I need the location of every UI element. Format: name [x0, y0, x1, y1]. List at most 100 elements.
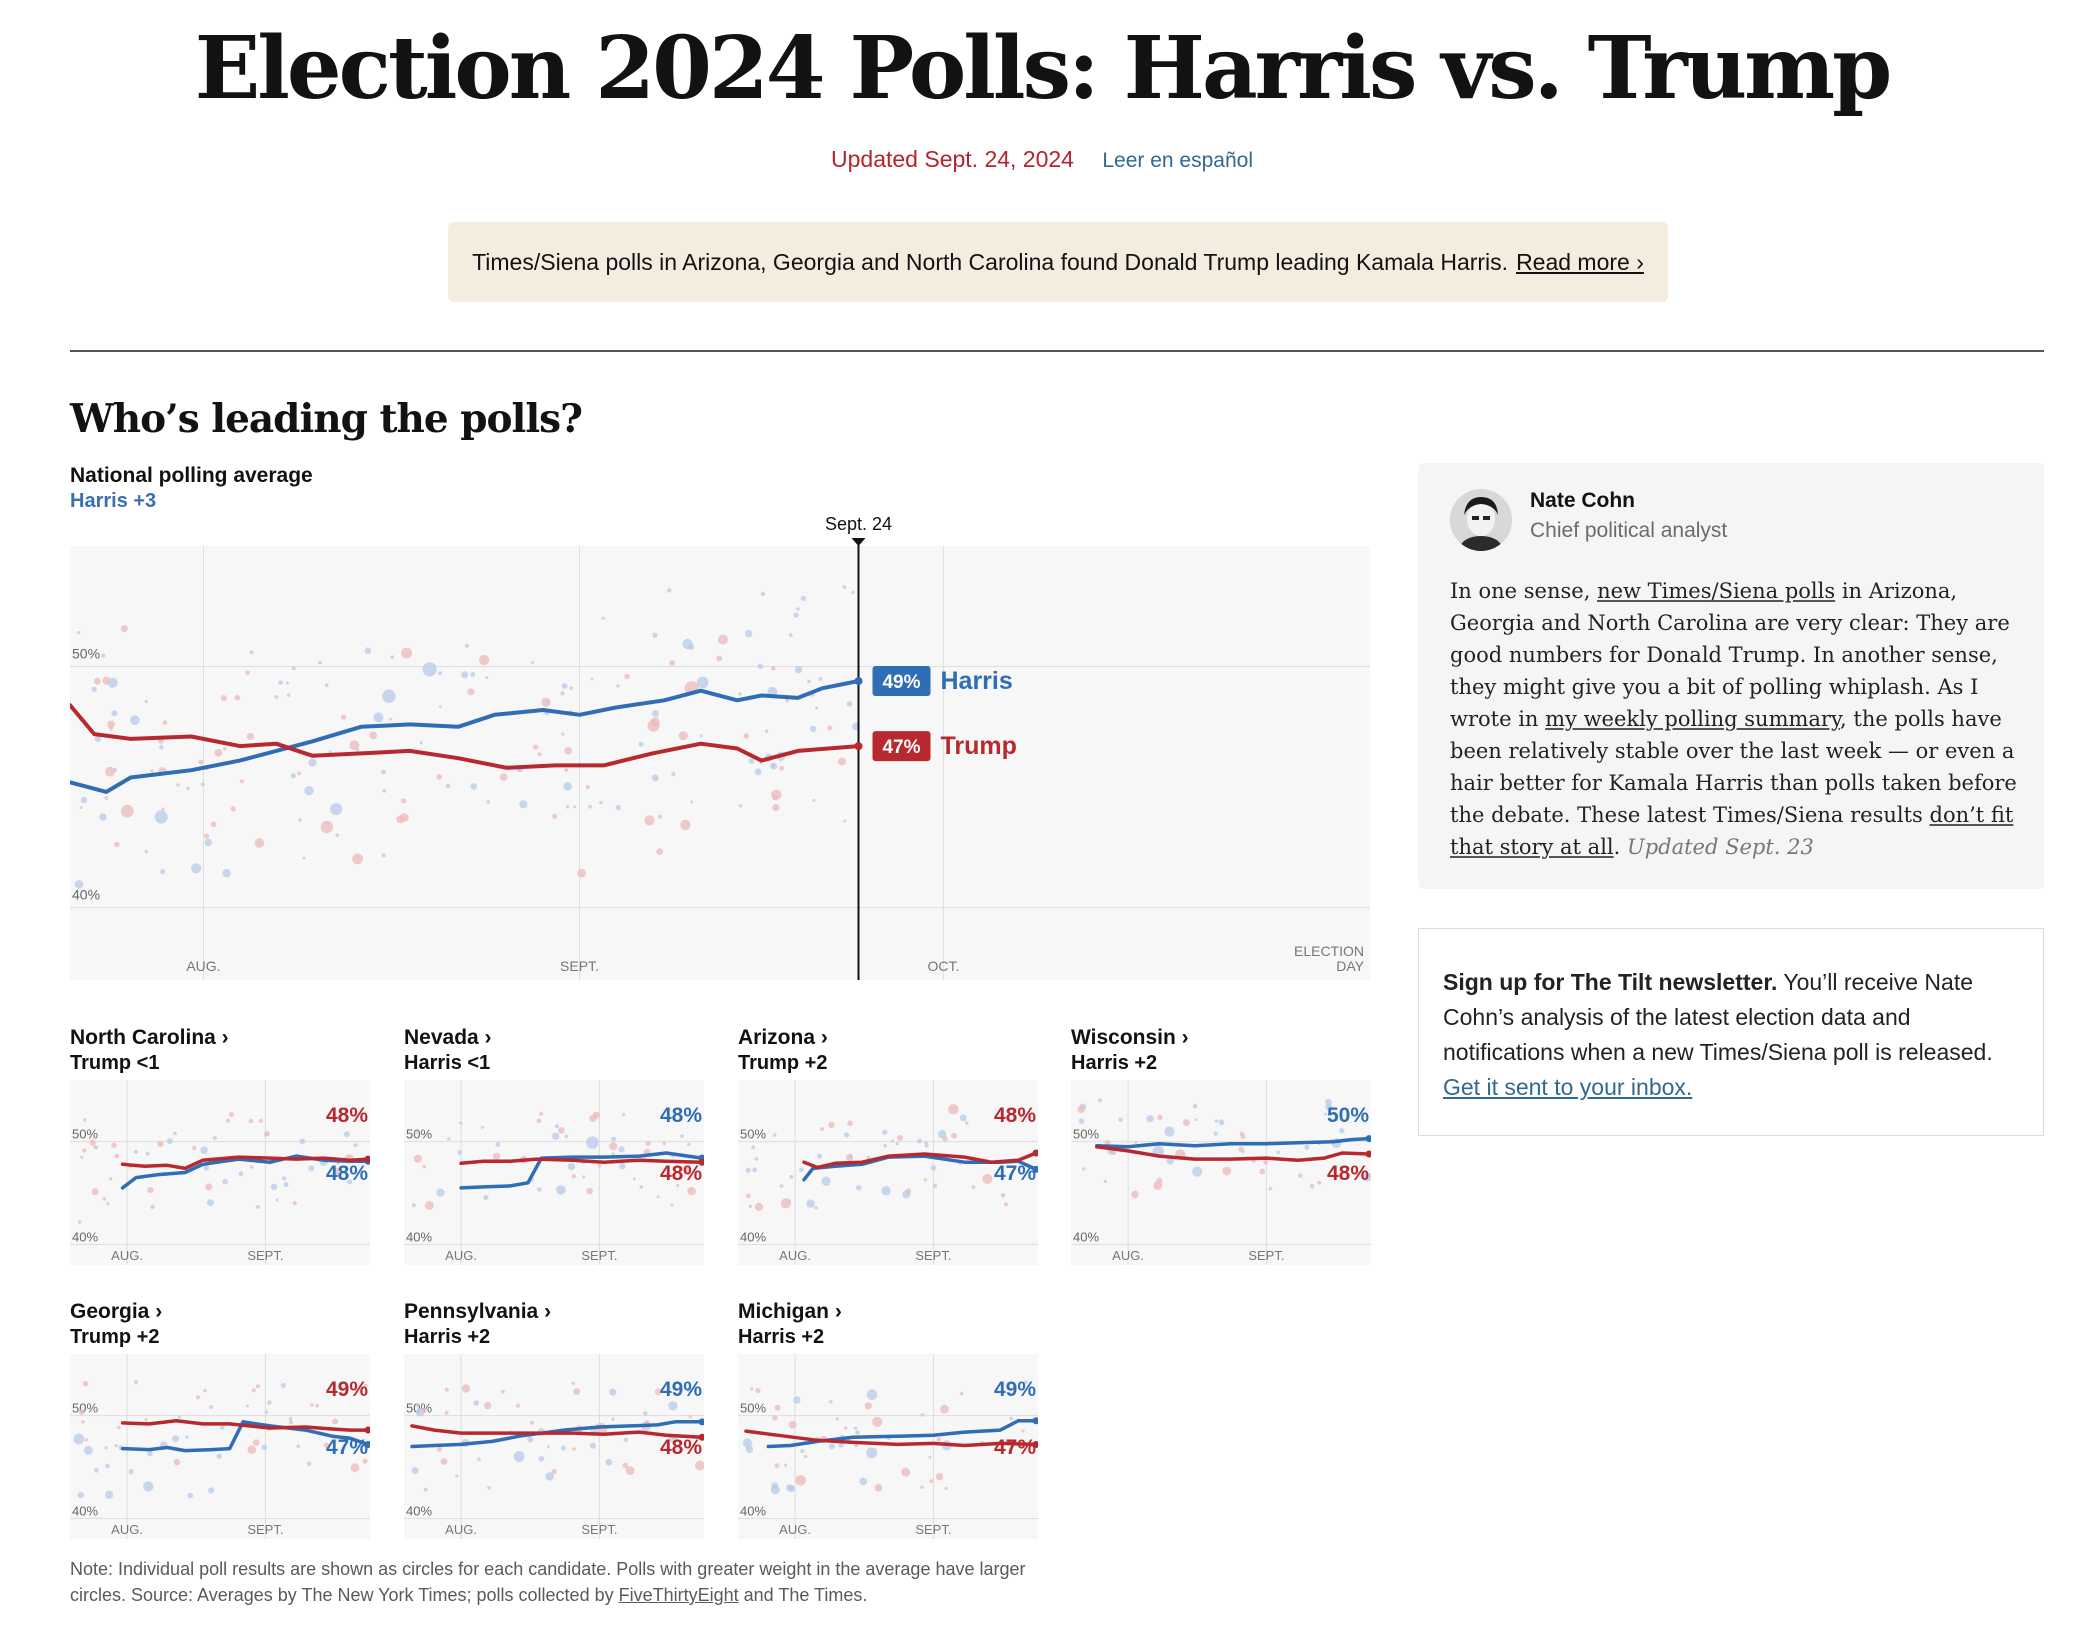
poll-dot: [785, 698, 789, 703]
state-name[interactable]: Nevada ›: [404, 1026, 492, 1049]
state-name[interactable]: North Carolina ›: [70, 1026, 229, 1049]
harris-value-badge: [872, 666, 931, 697]
poll-dot: [616, 684, 620, 688]
poll-dot: [455, 1474, 459, 1478]
poll-dot: [364, 1383, 368, 1388]
state-lead: Harris +2: [1071, 1052, 1158, 1074]
harris-value-label: 48%: [326, 1162, 368, 1185]
poll-dot: [556, 1185, 566, 1195]
poll-dot: [529, 1420, 534, 1425]
spanish-link[interactable]: Leer en español: [1102, 149, 1253, 172]
poll-dot: [144, 699, 148, 704]
poll-dot: [929, 1479, 934, 1484]
poll-dot: [160, 869, 166, 875]
poll-dot: [1157, 1114, 1163, 1120]
poll-dot: [332, 1167, 340, 1175]
announcement-banner: Times/Siena polls in Arizona, Georgia an…: [448, 222, 1668, 302]
state-card-nevada[interactable]: Nevada › Harris <1 50% 40% AUG. SEPT. 48% 48%: [404, 1026, 704, 1265]
poll-dot: [565, 805, 570, 809]
poll-dot: [203, 833, 210, 839]
trump-end-dot: [854, 742, 863, 751]
state-name[interactable]: Arizona ›: [738, 1026, 828, 1049]
poll-dot: [513, 1451, 525, 1462]
state-name[interactable]: Michigan ›: [738, 1300, 842, 1323]
trump-average-line: [120, 1155, 370, 1171]
state-card-georgia[interactable]: Georgia › Trump +2 50% 40% AUG. SEPT. 47% 49%: [70, 1300, 370, 1539]
state-card-wisconsin[interactable]: Wisconsin › Harris +2 50% 40% AUG. SEPT. 50%…: [1071, 1026, 1371, 1265]
poll-dot: [1213, 1131, 1218, 1136]
story-link[interactable]: don’t fit that story at all: [1450, 803, 2014, 859]
poll-dot: [866, 1389, 878, 1401]
poll-dot: [1317, 1180, 1322, 1185]
poll-dot: [200, 782, 205, 787]
pennsylvania-chart: 50%40%AUG. SEPT.49%48%: [404, 1354, 704, 1539]
poll-dot: [437, 1446, 442, 1452]
read-more-link[interactable]: Read more ›: [1516, 248, 1644, 275]
today-marker-triangle: [851, 538, 866, 546]
poll-dot: [93, 1145, 97, 1149]
poll-dot: [364, 647, 372, 654]
poll-dot: [144, 849, 149, 854]
person-icon: [1450, 489, 1512, 551]
chart-note: Note: Individual poll results are shown …: [70, 1556, 1080, 1608]
poll-dot: [79, 806, 83, 810]
poll-dot: [128, 1468, 134, 1475]
harris-end-dot: [364, 1440, 370, 1448]
poll-dot: [564, 746, 573, 755]
poll-dot: [793, 1396, 801, 1404]
state-card-north-carolina[interactable]: North Carolina › Trump <1 50% 40% AUG. SEPT…: [70, 1026, 370, 1265]
newsletter-signup-link[interactable]: Get it sent to your inbox.: [1443, 1074, 1693, 1100]
state-name[interactable]: Georgia ›: [70, 1300, 163, 1323]
poll-dot: [1298, 1173, 1303, 1178]
trump-end-dot: [1032, 1149, 1038, 1157]
state-name[interactable]: Pennsylvania ›: [404, 1300, 552, 1323]
poll-dot: [388, 717, 393, 721]
poll-dot: [749, 1387, 754, 1391]
state-card-michigan[interactable]: Michigan › Harris +2 50% 40% AUG. SEPT. 49% 4…: [738, 1300, 1038, 1539]
poll-dot: [349, 740, 360, 751]
poll-dot: [320, 820, 334, 834]
poll-dot: [859, 1477, 868, 1486]
poll-dot: [210, 821, 217, 828]
poll-dot: [226, 1118, 231, 1123]
poll-dot: [800, 595, 807, 602]
state-card-arizona[interactable]: Arizona › Trump +2 50% 40% AUG. SEPT. 47% 48%: [738, 1026, 1038, 1265]
poll-dot: [461, 671, 469, 679]
weekly-summary-link[interactable]: my weekly polling summary: [1545, 707, 1841, 731]
poll-dot: [187, 1492, 194, 1499]
state-name[interactable]: Wisconsin ›: [1071, 1026, 1189, 1049]
poll-dot: [400, 798, 407, 804]
poll-dot: [623, 1437, 629, 1443]
fivethirtyeight-link[interactable]: FiveThirtyEight: [618, 1585, 739, 1605]
times-siena-polls-link[interactable]: new Times/Siena polls: [1597, 579, 1836, 603]
poll-dot: [846, 701, 853, 707]
poll-dot: [315, 1403, 319, 1408]
poll-dot: [292, 1201, 297, 1206]
poll-dot: [680, 1134, 684, 1139]
poll-dot: [1182, 1119, 1190, 1126]
poll-dot: [381, 769, 386, 775]
poll-dot: [619, 1162, 626, 1170]
poll-dot: [485, 676, 489, 680]
poll-dot: [413, 1154, 422, 1163]
harris-value-label: 49%: [660, 1378, 702, 1401]
poll-dot: [560, 691, 565, 696]
poll-dot: [807, 679, 811, 684]
poll-dot: [203, 1164, 209, 1171]
state-lead: Trump <1: [70, 1052, 160, 1074]
trump-value-badge: [872, 731, 931, 762]
poll-dot: [564, 768, 569, 772]
poll-dot: [1103, 1179, 1107, 1183]
poll-dot: [254, 838, 265, 848]
michigan-chart: 50% 40% AUG. SEPT. 49% 47%: [738, 1354, 1038, 1539]
poll-dot: [306, 1461, 312, 1467]
poll-dot: [695, 1460, 704, 1471]
poll-dot: [499, 773, 508, 781]
poll-dot: [537, 1187, 542, 1192]
state-card-pennsylvania[interactable]: Pennsylvania › Harris +2 50% 40% AUG. SEPT.…: [404, 1300, 704, 1539]
poll-dot: [477, 1457, 481, 1461]
poll-dot: [200, 1146, 208, 1154]
commentary-text: In one sense,: [1450, 579, 1598, 603]
dateline: Updated Sept. 24, 2024 Leer en español: [0, 146, 2084, 173]
